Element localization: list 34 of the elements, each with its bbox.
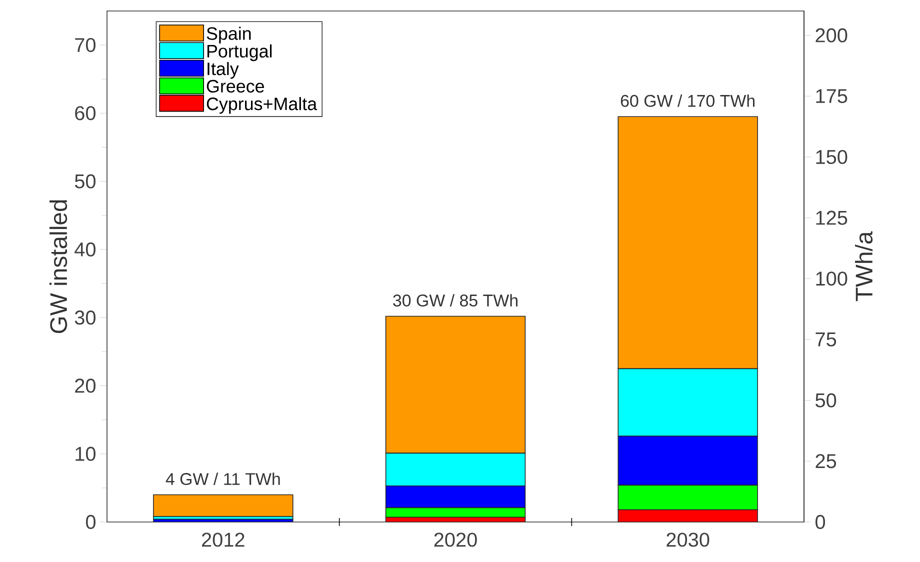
bar: [153, 494, 294, 517]
bar: [385, 485, 526, 508]
y2-tick-label: 175: [816, 89, 848, 104]
y2-tick-label: 125: [816, 210, 848, 225]
legend-label: Italy: [208, 62, 239, 79]
y2-tick-label: 50: [816, 393, 836, 408]
legend-label: Portugal: [207, 44, 272, 62]
y2-tick-label: 25: [816, 454, 836, 468]
y-tick-label: 0: [86, 514, 96, 530]
y-tick-label: 40: [74, 242, 96, 256]
annotation: 30 GW / 85 TWh: [393, 294, 518, 307]
y-tick-label: 50: [74, 174, 96, 188]
y-tick-label: 30: [74, 310, 96, 325]
y-tick-label: 60: [75, 106, 96, 120]
y2-tick-label: 150: [816, 150, 848, 164]
y2-tick-label: 75: [816, 332, 836, 346]
annotation: 60 GW / 170 TWh: [620, 94, 754, 107]
x-tick-label: 2020: [434, 532, 477, 547]
y-tick-label: 70: [75, 38, 96, 52]
x-tick-label: 2030: [666, 532, 710, 547]
y-tick-label: 20: [75, 378, 96, 393]
y2-tick-label: 100: [816, 272, 848, 286]
annotation: 4 GW / 11 TWh: [166, 472, 280, 486]
y2-tick-label: 0: [816, 514, 826, 530]
x-tick-label: 2012: [202, 532, 244, 547]
legend-label: Cyprus+Malta: [206, 97, 318, 114]
bar: [385, 507, 526, 518]
bar: [618, 436, 758, 486]
y2-axis-title: TWh/a: [855, 231, 873, 302]
y-tick-label: 10: [76, 446, 96, 461]
legend-label: Greece: [206, 80, 264, 93]
y2-tick-label: 200: [816, 28, 848, 42]
legend-label: Spain: [206, 26, 251, 44]
y-axis-title: GW installed: [50, 200, 68, 334]
